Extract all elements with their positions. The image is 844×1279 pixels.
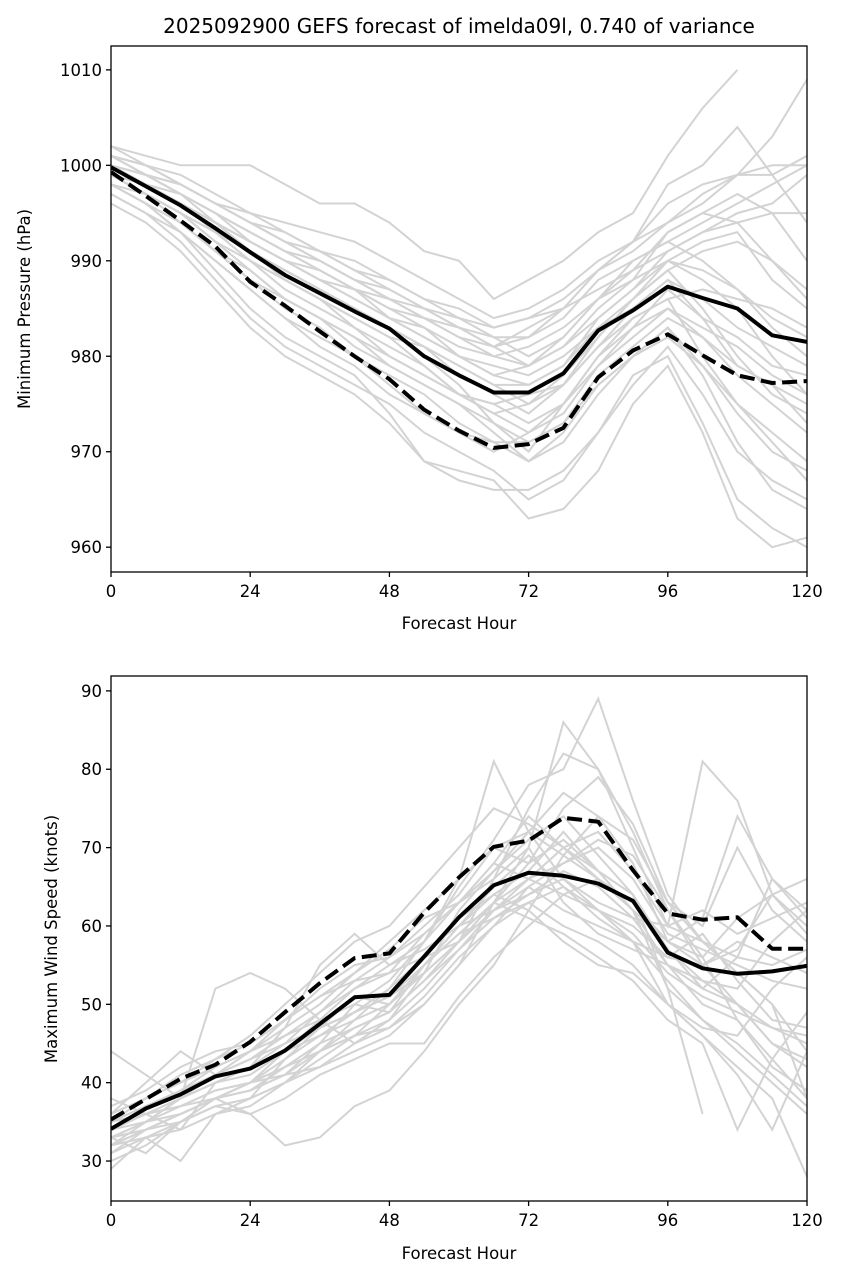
- pressure-x-ticks: 0 24 48 72 96 120: [106, 572, 823, 601]
- pressure-member-line-5: [111, 193, 807, 549]
- wind-y-tick-label: 50: [81, 995, 102, 1014]
- pressure-member-line-22: [111, 164, 807, 377]
- pressure-member-line-20: [111, 183, 807, 425]
- wind-ensemble-members: [111, 696, 807, 1178]
- pressure-x-tick-label: 96: [657, 582, 678, 601]
- pressure-member-line-10: [111, 145, 807, 329]
- pressure-x-tick-label: 48: [379, 582, 400, 601]
- wind-member-line-22: [111, 901, 807, 1131]
- pressure-member-line-23: [111, 202, 807, 501]
- pressure-member-line-26: [111, 164, 807, 367]
- wind-member-line-2: [111, 752, 807, 1155]
- pressure-y-tick-label: 990: [71, 252, 103, 271]
- wind-x-ticks: 0 24 48 72 96 120: [106, 1201, 823, 1230]
- pressure-x-axis-label: Forecast Hour: [402, 614, 517, 633]
- pressure-x-tick-label: 24: [240, 582, 261, 601]
- pressure-ensemble-members: [111, 69, 807, 549]
- wind-y-tick-label: 90: [81, 682, 102, 701]
- pressure-member-line-13: [111, 183, 807, 549]
- wind-member-line-24: [111, 869, 807, 1139]
- wind-member-line-12: [111, 814, 807, 1162]
- wind-member-line-7: [111, 893, 807, 1132]
- wind-x-tick-label: 96: [657, 1211, 678, 1230]
- wind-x-tick-label: 24: [240, 1211, 261, 1230]
- wind-y-tick-label: 30: [81, 1152, 102, 1171]
- chart-title: 2025092900 GEFS forecast of imelda09l, 0…: [163, 14, 755, 38]
- wind-x-tick-label: 120: [791, 1211, 823, 1230]
- pressure-y-axis-label: Minimum Pressure (hPa): [15, 209, 34, 409]
- wind-member-line-19: [111, 854, 807, 1123]
- wind-member-line-13: [111, 846, 807, 1123]
- wind-panel: 0 24 48 72 96 120 30 40 50 60 70 80 90 Forecast Hou…: [42, 675, 823, 1263]
- pressure-member-line-8: [111, 173, 807, 415]
- pressure-x-tick-label: 72: [518, 582, 539, 601]
- wind-x-tick-label: 0: [106, 1211, 117, 1230]
- pressure-axes-frame: [110, 45, 808, 573]
- wind-series: [111, 815, 807, 1131]
- wind-y-axis-label: Maximum Wind Speed (knots): [42, 815, 61, 1063]
- wind-y-tick-label: 40: [81, 1074, 102, 1093]
- wind-member-line-5: [111, 775, 807, 1115]
- pressure-member-line-14: [111, 154, 807, 358]
- pressure-member-line-28: [111, 78, 807, 348]
- pressure-x-tick-label: 120: [791, 582, 823, 601]
- pressure-x-tick-label: 0: [106, 582, 117, 601]
- wind-mean-line: [111, 870, 807, 1131]
- wind-member-line-20: [111, 862, 807, 1139]
- pressure-member-line-3: [111, 174, 807, 415]
- pressure-y-tick-label: 970: [71, 443, 103, 462]
- wind-y-tick-label: 70: [81, 839, 102, 858]
- wind-x-tick-label: 48: [379, 1211, 400, 1230]
- pressure-y-tick-label: 1010: [60, 61, 102, 80]
- pressure-dashed-line: [111, 170, 807, 450]
- wind-x-tick-label: 72: [518, 1211, 539, 1230]
- pressure-member-line-16: [111, 173, 807, 358]
- wind-y-ticks: 30 40 50 60 70 80 90: [81, 682, 111, 1171]
- pressure-member-line-1: [111, 125, 807, 320]
- wind-x-axis-label: Forecast Hour: [402, 1244, 517, 1263]
- pressure-mean-line: [111, 165, 807, 395]
- pressure-y-ticks: 960 970 980 990 1000 1010: [60, 61, 111, 557]
- pressure-member-line-27: [111, 183, 807, 463]
- wind-y-tick-label: 80: [81, 760, 102, 779]
- pressure-y-tick-label: 1000: [60, 156, 102, 175]
- pressure-series: [111, 165, 807, 450]
- wind-member-line-11: [111, 838, 807, 1131]
- pressure-member-line-6: [111, 164, 807, 386]
- pressure-y-tick-label: 960: [71, 538, 103, 557]
- wind-y-tick-label: 60: [81, 917, 102, 936]
- pressure-y-tick-label: 980: [71, 347, 103, 366]
- pressure-member-line-0: [111, 69, 739, 301]
- wind-member-line-25: [111, 830, 807, 1123]
- pressure-member-line-17: [111, 193, 807, 472]
- pressure-panel: 0 24 48 72 96 120 960 970 980 990 1000 1010 Foreca…: [15, 45, 823, 633]
- wind-member-line-26: [111, 885, 807, 1147]
- wind-member-line-23: [111, 830, 807, 1115]
- wind-dashed-line: [111, 815, 807, 1122]
- wind-axes-frame: [110, 675, 808, 1202]
